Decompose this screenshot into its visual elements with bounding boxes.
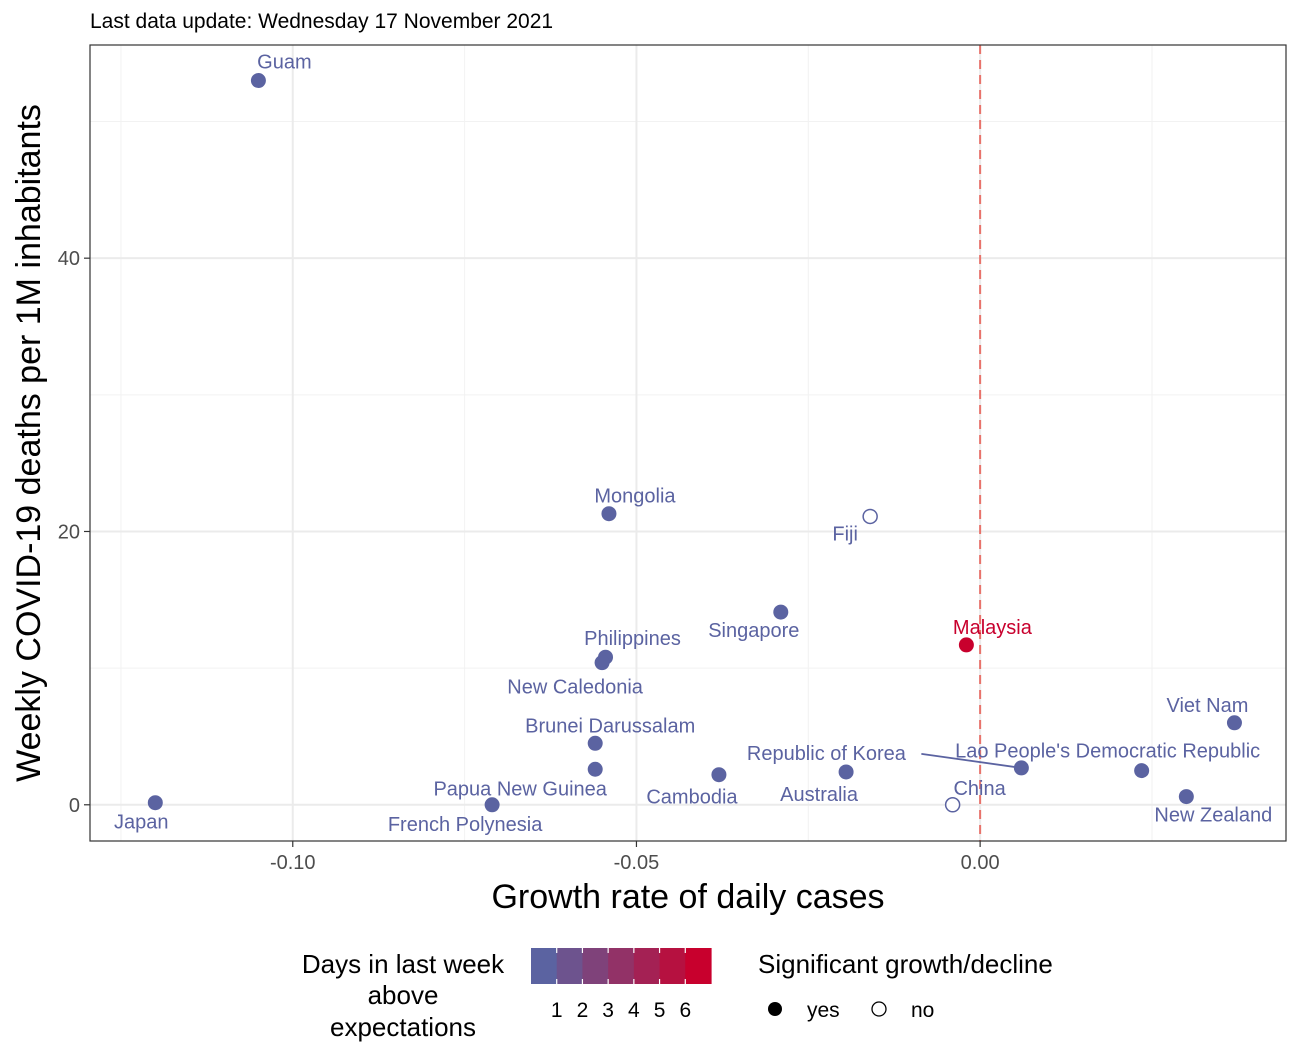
colorbar-tick-label: 3: [602, 999, 614, 1022]
label-french-polynesia: French Polynesia: [388, 814, 543, 836]
color-legend-title-line-3: expectations: [330, 1012, 476, 1042]
color-legend-title-line-2: above: [368, 980, 439, 1010]
point-lao-people-s-democratic-republic: [1134, 763, 1150, 779]
label-guam: Guam: [257, 52, 311, 74]
label-new-zealand: New Zealand: [1154, 805, 1272, 827]
colorbar-segment: [608, 948, 635, 984]
colorbar-segment: [659, 948, 686, 984]
label-lao-people-s-democratic-republic: Lao People's Democratic Republic: [955, 741, 1260, 763]
color-legend-title-line-1: Days in last week: [302, 949, 505, 979]
point-viet-nam: [1226, 715, 1242, 731]
colorbar-segment: [633, 948, 661, 984]
y-axis: 0 20 40: [58, 248, 90, 817]
label-leader-lines: [921, 752, 1022, 769]
label-brunei-darussalam: Brunei Darussalam: [525, 715, 695, 737]
label-japan: Japan: [114, 812, 169, 834]
colorbar-tick-label: 6: [679, 999, 691, 1022]
y-tick-label: 20: [58, 521, 80, 543]
point-papua-new-guinea: [587, 761, 603, 777]
point-australia: [838, 764, 854, 780]
colorbar-segment: [685, 948, 712, 984]
open-circle-key: [871, 1001, 887, 1017]
shape-legend-title: Significant growth/decline: [758, 949, 1053, 979]
plot-panel: [90, 45, 1286, 841]
x-axis: -0.10 -0.05 0.00: [270, 841, 1000, 874]
filled-circle-key: [768, 1002, 782, 1016]
point-fiji: [862, 508, 878, 525]
point-singapore: [773, 604, 789, 620]
colorbar-segment: [556, 948, 584, 984]
x-tick-label: -0.10: [270, 852, 316, 874]
legend-yes-label: yes: [807, 999, 840, 1022]
label-china: China: [953, 778, 1006, 800]
label-papua-new-guinea: Papua New Guinea: [433, 778, 607, 800]
colorbar-tick-label: 1: [551, 999, 563, 1022]
point-cambodia: [711, 767, 727, 783]
colorbar-segment: [531, 948, 558, 984]
label-singapore: Singapore: [708, 620, 799, 642]
minor-gridlines: [90, 45, 1286, 841]
point-new-caledonia: [594, 655, 610, 671]
color-gradient-bar: [531, 948, 712, 984]
label-republic-of-korea: Republic of Korea: [747, 743, 907, 765]
point-brunei-darussalam: [587, 735, 603, 751]
colorbar-segment: [582, 948, 609, 984]
label-new-caledonia: New Caledonia: [507, 677, 644, 699]
point-republic-of-korea: [1013, 760, 1029, 776]
label-mongolia: Mongolia: [594, 486, 676, 508]
plot-border: [89, 44, 1287, 842]
data-points: [147, 73, 1242, 813]
y-axis-title: Weekly COVID-19 deaths per 1M inhabitant…: [10, 104, 48, 782]
y-tick-label: 40: [58, 248, 80, 270]
point-new-zealand: [1178, 789, 1194, 805]
colorbar-tick-label: 4: [628, 999, 640, 1022]
leader-line-republic-of-korea: [921, 752, 1022, 769]
x-tick-label: 0.00: [961, 852, 1000, 874]
x-tick-label: -0.05: [614, 852, 660, 874]
shape-legend: Significant growth/decline yes no: [758, 949, 1053, 1022]
legend-no-label: no: [911, 999, 934, 1022]
point-malaysia: [958, 637, 974, 653]
chart-subtitle: Last data update: Wednesday 17 November …: [90, 10, 553, 33]
y-tick-label: 0: [69, 795, 80, 817]
colorbar-tick-label: 5: [654, 999, 666, 1022]
label-viet-nam: Viet Nam: [1167, 695, 1249, 717]
label-malaysia: Malaysia: [953, 617, 1033, 639]
point-guam: [250, 73, 266, 89]
point-labels: Guam Mongolia Fiji Singapore Malaysia Philipp…: [114, 52, 1272, 836]
x-axis-title: Growth rate of daily cases: [491, 878, 884, 916]
point-mongolia: [601, 506, 617, 522]
point-china: [944, 797, 961, 813]
label-fiji: Fiji: [832, 523, 858, 545]
label-australia: Australia: [780, 784, 859, 806]
label-philippines: Philippines: [584, 628, 681, 650]
colorbar-tick-label: 2: [577, 999, 589, 1022]
label-cambodia: Cambodia: [646, 787, 738, 809]
point-french-polynesia: [484, 797, 500, 813]
point-japan: [147, 795, 163, 811]
